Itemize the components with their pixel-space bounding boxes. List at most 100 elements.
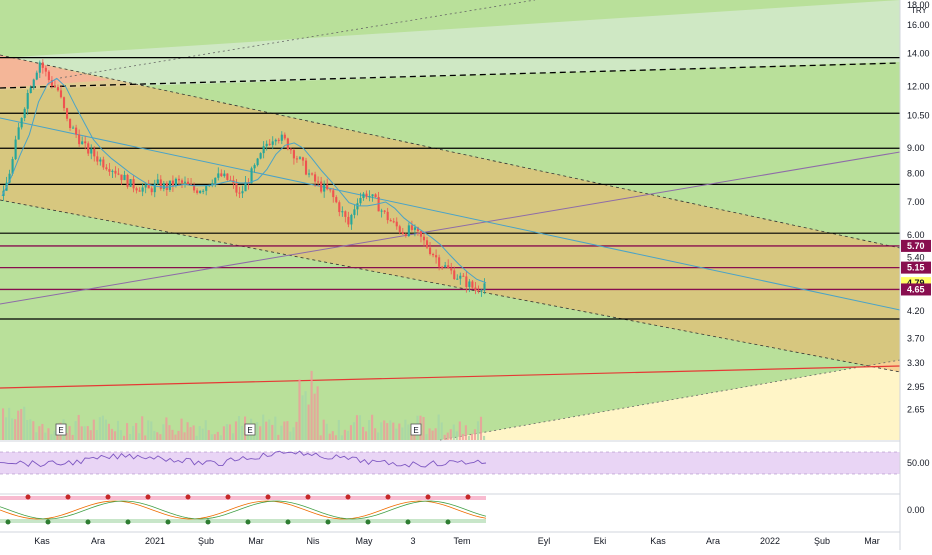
candle-body <box>289 149 292 151</box>
volume-bar <box>11 418 14 440</box>
y-tick-1: 16.00 <box>907 20 930 30</box>
candle-body <box>374 194 377 197</box>
volume-bar <box>129 434 132 440</box>
volume-bar <box>104 419 107 440</box>
osc-upper-band <box>0 496 486 500</box>
osc-signal-dot <box>45 519 51 525</box>
volume-bar <box>358 415 362 440</box>
candle-body <box>205 186 208 191</box>
volume-bar <box>262 414 265 440</box>
volume-bar <box>452 424 455 440</box>
rsi-tick: 50.00 <box>907 458 930 468</box>
candle-body <box>147 184 150 189</box>
volume-bar <box>310 370 313 440</box>
candle-body <box>138 190 141 192</box>
price-badge-2: 4.79 <box>907 278 925 288</box>
price-badge-0: 5.70 <box>907 241 925 251</box>
osc-signal-dot <box>465 494 471 500</box>
osc-tick: 0.00 <box>907 505 925 515</box>
candle-body <box>62 97 66 109</box>
volume-bar <box>259 426 262 440</box>
volume-bar <box>383 420 386 440</box>
candle-body <box>235 183 238 193</box>
osc-signal-dot <box>105 494 111 500</box>
osc-signal-dot <box>405 519 411 525</box>
volume-bar <box>29 419 32 440</box>
candle-body <box>223 173 226 177</box>
y-tick-12: 3.70 <box>907 333 925 343</box>
volume-bar <box>144 435 147 440</box>
x-tick-6: May <box>355 536 373 546</box>
volume-bar <box>147 420 150 440</box>
y-tick-8: 6.00 <box>907 230 925 240</box>
volume-bar <box>374 428 377 440</box>
candle-body <box>480 290 483 292</box>
volume-bar <box>141 416 144 440</box>
candle-body <box>41 62 44 68</box>
volume-bar <box>476 421 480 440</box>
y-tick-14: 2.95 <box>907 382 925 392</box>
volume-bar <box>180 418 183 440</box>
candle-body <box>180 180 184 183</box>
volume-bar <box>283 421 286 440</box>
volume-bar <box>95 430 98 440</box>
volume-bar <box>53 430 56 440</box>
y-tick-6: 8.00 <box>907 168 925 178</box>
x-tick-9: Eyl <box>538 536 551 546</box>
volume-bar <box>80 426 83 440</box>
candle-body <box>90 148 93 154</box>
osc-signal-dot <box>145 494 151 500</box>
candle-body <box>114 170 117 174</box>
volume-bar <box>461 433 464 440</box>
volume-bar <box>395 428 398 440</box>
candle-body <box>186 181 190 185</box>
volume-bar <box>237 416 241 440</box>
volume-bar <box>431 430 434 440</box>
candle-body <box>50 80 53 86</box>
candle-body <box>329 189 332 191</box>
candle-body <box>96 156 99 162</box>
volume-bar <box>219 435 222 440</box>
volume-bar <box>289 431 292 440</box>
y-tick-13: 3.30 <box>907 358 925 368</box>
candle-body <box>332 190 335 198</box>
candle-body <box>56 87 60 91</box>
volume-bar <box>361 426 365 440</box>
candle-body <box>190 184 193 186</box>
x-tick-15: Mar <box>864 536 880 546</box>
candle-body <box>271 141 274 145</box>
volume-bar <box>404 419 407 440</box>
volume-bar <box>107 423 110 440</box>
volume-bar <box>201 428 204 440</box>
candle-body <box>199 190 202 193</box>
volume-bar <box>153 430 156 440</box>
volume-bar <box>446 432 449 440</box>
volume-bar <box>192 425 195 440</box>
volume-bar <box>386 423 389 440</box>
volume-bar <box>349 425 352 440</box>
candle-body <box>117 173 120 175</box>
candle-body <box>250 168 253 184</box>
candle-body <box>368 196 371 198</box>
price-badge-bg-3 <box>901 283 931 296</box>
candle-body <box>171 180 174 186</box>
volume-bar <box>216 431 219 440</box>
volume-bar <box>268 419 271 440</box>
volume-bar <box>113 431 117 440</box>
volume-bar <box>195 435 198 440</box>
candle-body <box>323 184 326 192</box>
volume-bar <box>14 419 17 440</box>
osc-signal-dot <box>285 519 291 525</box>
volume-bar <box>389 420 392 440</box>
volume-bar <box>355 415 359 440</box>
candle-body <box>20 118 23 128</box>
volume-bar <box>228 424 231 440</box>
candle-body <box>483 283 486 291</box>
volume-bar <box>458 421 461 440</box>
earnings-marker-2: E <box>413 426 418 435</box>
candle-body <box>108 169 111 172</box>
price-badge-1: 5.15 <box>907 263 925 273</box>
candle-body <box>174 178 177 186</box>
volume-bar <box>325 423 328 440</box>
